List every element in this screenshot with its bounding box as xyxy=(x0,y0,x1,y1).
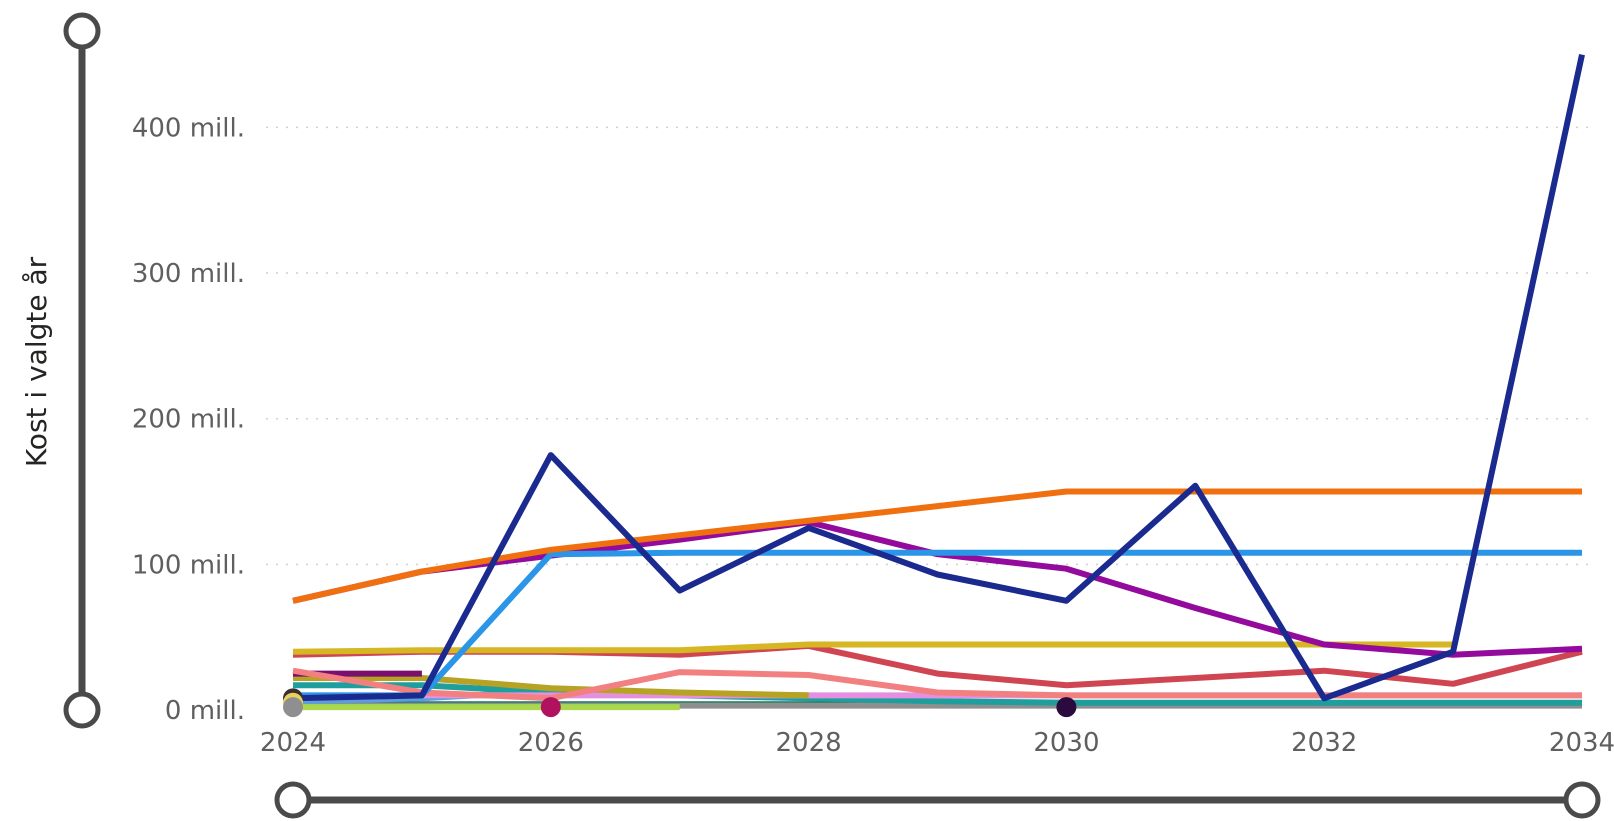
series-line xyxy=(293,675,809,699)
y-axis-label: Kost i valgte år xyxy=(20,256,53,467)
data-point-marker xyxy=(283,697,303,718)
data-markers xyxy=(283,688,1077,718)
x-axis-ticks: 2024 2026 2028 2030 2032 2034 xyxy=(260,728,1614,758)
series-line xyxy=(292,641,1454,655)
x-tick-label: 2028 xyxy=(776,728,842,758)
vertical-zoom-slider[interactable] xyxy=(63,12,101,729)
series-line xyxy=(292,53,1585,702)
series-line xyxy=(292,667,1582,702)
horizontal-zoom-handle-right[interactable] xyxy=(1563,781,1601,819)
series-line xyxy=(293,549,1582,699)
gridlines xyxy=(266,126,1590,566)
y-tick-label: 400 mill. xyxy=(132,113,245,143)
y-tick-label: 100 mill. xyxy=(132,550,245,580)
series-lines xyxy=(292,53,1585,711)
data-point-marker xyxy=(540,697,561,718)
x-tick-label: 2026 xyxy=(518,728,584,758)
horizontal-zoom-slider[interactable] xyxy=(274,781,1601,819)
horizontal-zoom-handle-left[interactable] xyxy=(274,781,312,819)
vertical-zoom-handle-top[interactable] xyxy=(63,12,101,50)
vertical-zoom-handle-bottom[interactable] xyxy=(63,691,101,729)
series-line xyxy=(292,488,1582,604)
series-line xyxy=(293,682,1582,706)
y-tick-label: 300 mill. xyxy=(132,259,245,289)
y-axis-ticks: 0 mill. 100 mill. 200 mill. 300 mill. 400 mi… xyxy=(132,113,245,726)
y-tick-label: 0 mill. xyxy=(165,696,245,726)
series-line xyxy=(292,519,1583,658)
x-tick-label: 2032 xyxy=(1291,728,1357,758)
x-tick-label: 2030 xyxy=(1033,728,1099,758)
data-point-marker xyxy=(1056,697,1077,718)
y-tick-label: 200 mill. xyxy=(132,405,245,435)
x-tick-label: 2034 xyxy=(1549,728,1614,758)
x-tick-label: 2024 xyxy=(260,728,326,758)
